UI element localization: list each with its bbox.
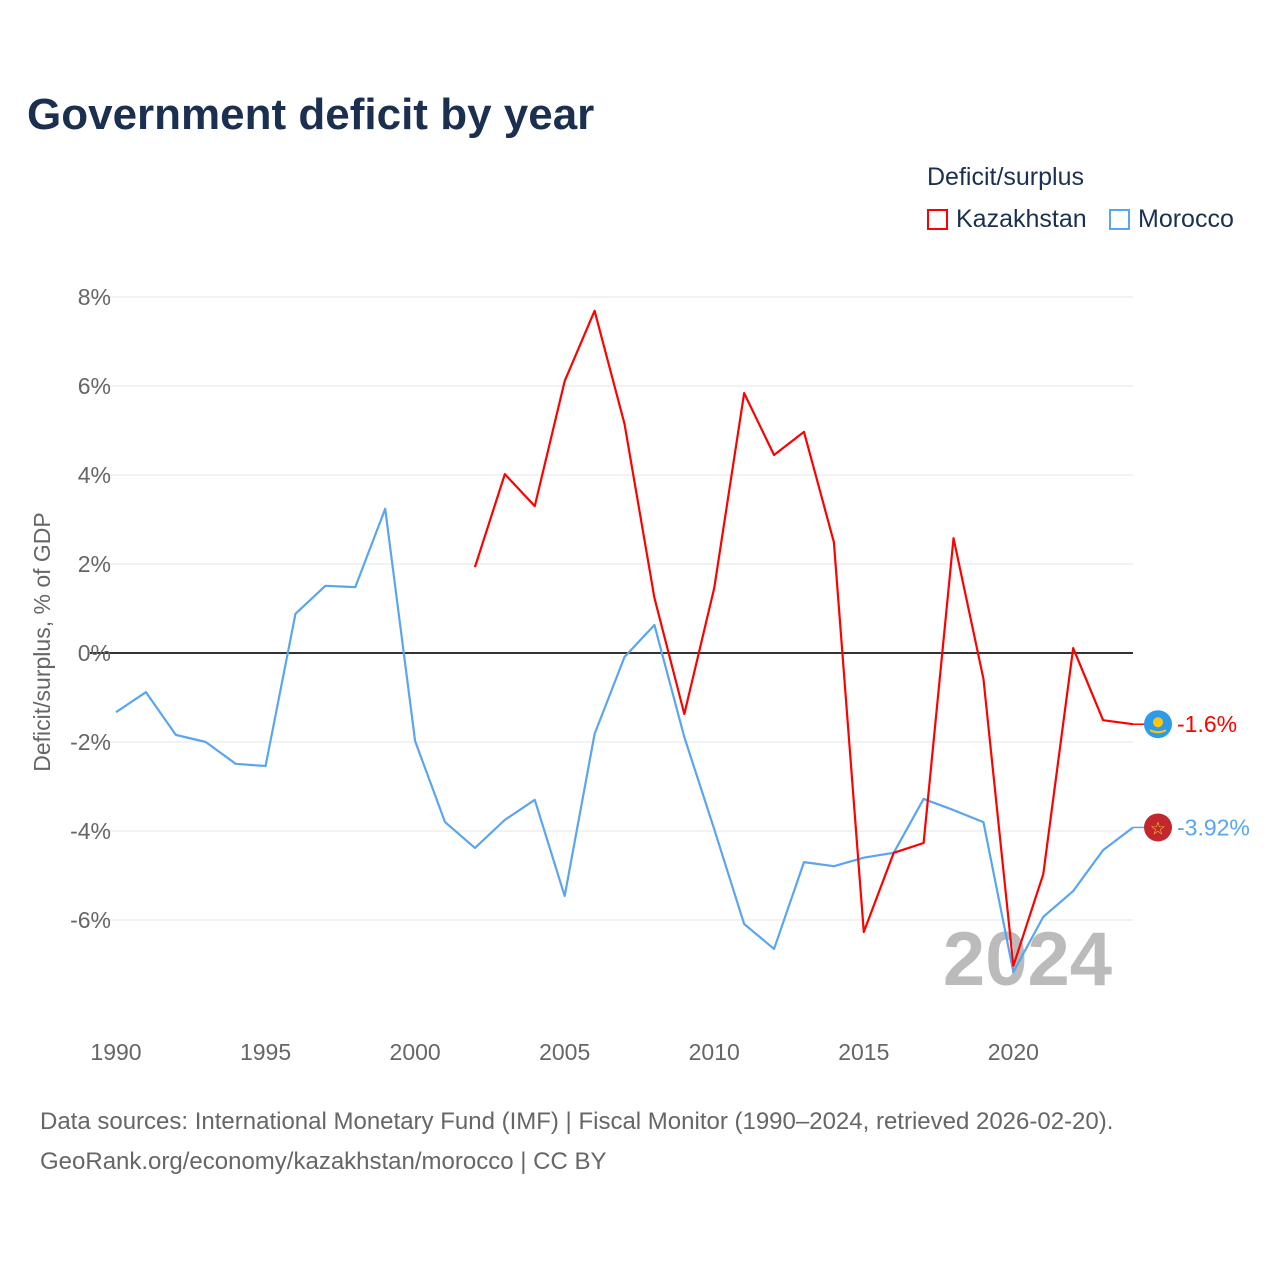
series-line-morocco — [115, 507, 1134, 974]
y-tick-label: 4% — [78, 462, 111, 488]
flag-eagle — [1149, 729, 1167, 734]
legend-item-morocco[interactable]: Morocco — [1109, 205, 1234, 234]
footer-sources: Data sources: International Monetary Fun… — [40, 1108, 1114, 1135]
legend-swatch-morocco — [1109, 209, 1130, 230]
chart-title: Government deficit by year — [27, 90, 595, 139]
y-axis-label: Deficit/surplus, % of GDP — [29, 512, 55, 771]
legend-label-kazakhstan: Kazakhstan — [956, 205, 1087, 233]
y-tick-label: 8% — [78, 284, 111, 310]
y-tick-label: -6% — [70, 907, 111, 933]
flag-star: ☆ — [1150, 818, 1166, 838]
x-tick-label: 2010 — [689, 1039, 740, 1065]
x-tick-label: 1990 — [90, 1039, 141, 1065]
legend-label-morocco: Morocco — [1138, 205, 1234, 233]
x-tick-label: 2020 — [988, 1039, 1039, 1065]
legend-title: Deficit/surplus — [927, 163, 1084, 191]
x-tick-label: 2015 — [838, 1039, 889, 1065]
x-tick-label: 1995 — [240, 1039, 291, 1065]
series-line-kazakhstan — [473, 309, 1134, 967]
footer-attribution: GeoRank.org/economy/kazakhstan/morocco |… — [40, 1148, 607, 1175]
legend-swatch-kazakhstan — [927, 209, 948, 230]
y-tick-label: 0% — [78, 640, 111, 666]
y-tick-label: 6% — [78, 373, 111, 399]
end-label-morocco: -3.92% — [1177, 814, 1250, 840]
x-tick-label: 2000 — [390, 1039, 441, 1065]
legend-item-kazakhstan[interactable]: Kazakhstan — [927, 205, 1087, 234]
y-tick-label: -4% — [70, 818, 111, 844]
end-label-kazakhstan: -1.6% — [1177, 711, 1237, 737]
morocco-flag-icon — [1144, 813, 1172, 842]
year-annotation: 2024 — [943, 917, 1112, 1002]
flag-sun — [1153, 717, 1163, 728]
x-tick-label: 2005 — [539, 1039, 590, 1065]
y-tick-label: -2% — [70, 729, 111, 755]
y-tick-label: 2% — [78, 551, 111, 577]
